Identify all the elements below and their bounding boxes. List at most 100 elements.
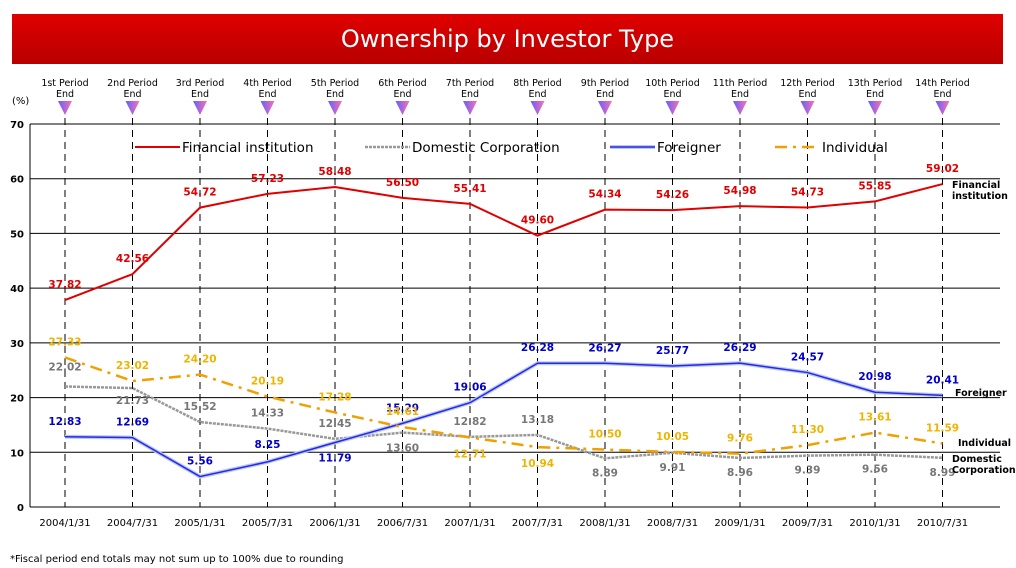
data-label: 22.02	[48, 362, 81, 374]
data-label: 42.56	[116, 253, 149, 265]
data-label: 54.98	[723, 185, 756, 197]
y-tick-label: 70	[10, 120, 24, 131]
data-label: 12.83	[48, 416, 81, 428]
y-tick-label: 10	[10, 448, 24, 459]
x-tick-label: 2008/1/31	[579, 518, 630, 529]
period-label: 10th Period End	[645, 78, 700, 100]
data-label: 11.30	[791, 424, 824, 436]
y-tick-label: 30	[10, 339, 24, 350]
data-label: 21.73	[116, 395, 149, 407]
data-label: 26.28	[521, 342, 554, 354]
data-label: 5.56	[187, 456, 213, 468]
data-label: 55.85	[858, 180, 891, 192]
data-label: 10.94	[521, 458, 554, 470]
data-label: 54.26	[656, 189, 689, 201]
x-tick-label: 2005/1/31	[174, 518, 225, 529]
data-label: 20.19	[251, 376, 284, 388]
data-label: 17.28	[318, 391, 351, 403]
data-label: 15.29	[386, 402, 419, 414]
y-tick-label: 50	[10, 229, 24, 240]
period-marker	[193, 101, 207, 115]
data-label: 56.50	[386, 177, 419, 189]
data-label: 8.25	[255, 439, 281, 451]
y-unit-label: (%)	[12, 96, 29, 107]
chart-title: Ownership by Investor Type	[12, 14, 1003, 64]
x-tick-label: 2005/7/31	[242, 518, 293, 529]
data-label: 13.18	[521, 414, 554, 426]
series-line	[64, 385, 943, 460]
data-label: 54.73	[791, 187, 824, 199]
data-label: 24.57	[791, 352, 824, 364]
x-tick-label: 2004/7/31	[107, 518, 158, 529]
period-label: 12th Period End	[780, 78, 835, 100]
data-label: 20.98	[858, 371, 891, 383]
data-label: 10.05	[656, 431, 689, 443]
period-marker	[935, 101, 950, 115]
period-marker	[530, 101, 545, 115]
legend-label: Individual	[822, 140, 888, 156]
y-tick-label: 40	[10, 284, 24, 295]
data-label: 8.99	[930, 467, 956, 479]
data-label: 12.71	[453, 448, 486, 460]
period-marker	[395, 101, 410, 115]
period-marker	[598, 101, 612, 115]
series-line	[64, 362, 943, 478]
data-label: 13.60	[386, 443, 419, 455]
data-label: 14.33	[251, 408, 284, 420]
data-label: 54.34	[588, 189, 621, 201]
data-label: 9.39	[795, 465, 821, 477]
series-line	[64, 183, 943, 302]
period-label: 6th Period End	[378, 78, 427, 100]
data-label: 37.82	[48, 279, 81, 291]
data-label: 9.91	[660, 462, 686, 474]
x-tick-label: 2006/1/31	[309, 518, 360, 529]
x-tick-label: 2004/1/31	[39, 518, 90, 529]
series-end-label: Domestic Corporation	[952, 454, 1016, 476]
data-label: 10.50	[588, 429, 621, 441]
period-label: 5th Period End	[310, 78, 360, 100]
period-marker	[58, 101, 72, 115]
x-tick-label: 2008/7/31	[647, 518, 698, 529]
data-label: 59.02	[926, 163, 959, 175]
legend-label: Financial institution	[182, 140, 314, 156]
data-label: 19.06	[453, 382, 486, 394]
data-label: 57.23	[251, 173, 284, 185]
data-label: 23.02	[116, 360, 149, 372]
period-marker	[868, 101, 882, 115]
period-label: 11th Period End	[712, 78, 768, 100]
period-marker	[733, 101, 747, 115]
data-label: 12.82	[453, 416, 486, 428]
data-label: 54.72	[183, 187, 216, 199]
period-label: 13th Period End	[847, 78, 903, 100]
period-label: 14th Period End	[915, 78, 970, 100]
x-tick-label: 2010/7/31	[917, 518, 968, 529]
data-label: 25.77	[656, 345, 689, 357]
series-end-label: Foreigner	[955, 388, 1007, 399]
data-label: 14.61	[386, 406, 419, 418]
data-label: 8.89	[592, 467, 618, 479]
data-label: 9.56	[862, 464, 888, 476]
data-label: 58.48	[318, 166, 351, 178]
data-label: 9.76	[727, 433, 753, 445]
period-marker	[665, 101, 680, 115]
series-end-label: Individual	[958, 438, 1012, 449]
period-label: 1st Period End	[41, 78, 89, 100]
data-label: 12.45	[318, 418, 351, 430]
data-label: 49.60	[521, 215, 554, 227]
data-label: 12.69	[116, 417, 149, 429]
x-tick-label: 2009/1/31	[714, 518, 765, 529]
period-marker	[463, 101, 477, 115]
series-line	[64, 356, 943, 455]
data-label: 11.79	[318, 452, 351, 464]
data-label: 26.27	[588, 342, 621, 354]
period-label: 2nd Period End	[107, 78, 158, 100]
data-label: 24.20	[183, 354, 216, 366]
x-tick-label: 2007/7/31	[512, 518, 563, 529]
x-tick-label: 2010/1/31	[849, 518, 900, 529]
period-marker	[328, 101, 342, 115]
series-end-label: Financial institution	[952, 180, 1008, 202]
y-tick-label: 60	[10, 175, 24, 186]
x-tick-label: 2009/7/31	[782, 518, 833, 529]
x-tick-label: 2007/1/31	[444, 518, 495, 529]
